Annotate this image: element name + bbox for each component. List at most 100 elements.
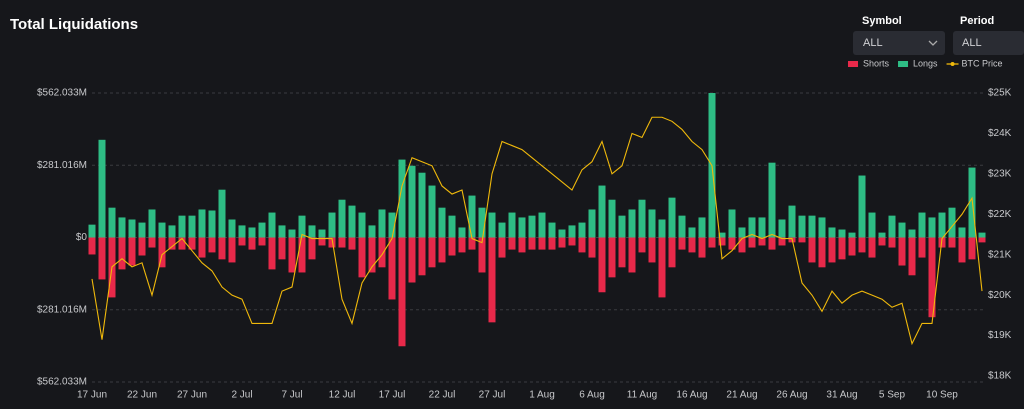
bar [378,237,386,268]
bar [238,225,246,238]
chart-title: Total Liquidations [10,16,138,33]
bar [588,209,596,238]
bar [378,209,386,238]
bar [418,172,426,238]
bar [838,237,846,260]
bar [408,237,416,283]
bar [538,212,546,238]
bar [828,237,836,263]
bar [108,207,116,238]
bar [918,237,926,258]
bar [848,232,856,238]
bar [818,237,826,268]
y2-tick-label: $23K [988,168,1012,179]
bar [618,237,626,268]
x-tick-label: 16 Aug [676,390,707,401]
bar [458,237,466,253]
bar [218,237,226,260]
legend-swatch [950,62,955,66]
x-tick-label: 31 Aug [826,390,857,401]
bar [928,217,936,238]
bar [298,237,306,273]
bar [358,237,366,278]
symbol-dropdown[interactable] [853,31,945,55]
bar [498,222,506,238]
bar [718,237,726,246]
bar [118,237,126,270]
legend-label: BTC Price [962,58,1003,68]
x-tick-label: 17 Jul [379,390,406,401]
bar [178,215,186,238]
bar [258,237,266,246]
bar [578,237,586,253]
bar [808,237,816,263]
bar [608,199,616,238]
bar [818,217,826,238]
bar [258,222,266,238]
bar [428,237,436,268]
bar [738,237,746,253]
bar [898,222,906,238]
bar [778,237,786,246]
bar [958,227,966,238]
bar [228,219,236,238]
bar [568,237,576,246]
bar [418,237,426,276]
bar [268,212,276,238]
bar [208,210,216,238]
legend-swatch [848,61,858,67]
bar [728,209,736,238]
bar [318,237,326,246]
bar [318,229,326,238]
bar [188,215,196,238]
bar [498,237,506,258]
control-label: Symbol [862,15,902,27]
bar [778,219,786,238]
x-tick-label: 27 Jul [479,390,506,401]
bar [508,237,516,250]
bar [278,237,286,260]
x-tick-label: 2 Jul [231,390,252,401]
period-dropdown[interactable] [953,31,1024,55]
x-tick-label: 7 Jul [281,390,302,401]
bar [248,227,256,238]
bar [958,237,966,263]
bar [548,222,556,238]
bar [98,237,106,280]
bar [718,232,726,238]
bar [868,237,876,258]
y-tick-label: $281.016M [37,160,87,171]
bar [898,237,906,266]
bar [388,237,396,300]
control-label: Period [960,15,994,27]
bar [278,225,286,238]
legend-label: Longs [913,58,938,68]
bar [488,212,496,238]
bar [458,227,466,238]
bar [528,215,536,238]
x-tick-label: 26 Aug [776,390,807,401]
bar [768,162,776,238]
bar [708,237,716,248]
bar [848,237,856,256]
bar [728,237,736,250]
x-tick-label: 12 Jul [329,390,356,401]
bar [548,237,556,250]
bar [628,237,636,273]
bar [538,237,546,250]
legend-label: Shorts [863,58,890,68]
bar [88,237,96,255]
bar [468,237,476,250]
bar [758,217,766,238]
bar [838,229,846,238]
bar [428,185,436,238]
bar [468,195,476,238]
bar [938,212,946,238]
x-tick-label: 27 Jun [177,390,207,401]
bar [158,222,166,238]
bar [148,209,156,238]
bar [528,237,536,250]
bar [138,222,146,238]
bar [128,237,136,266]
